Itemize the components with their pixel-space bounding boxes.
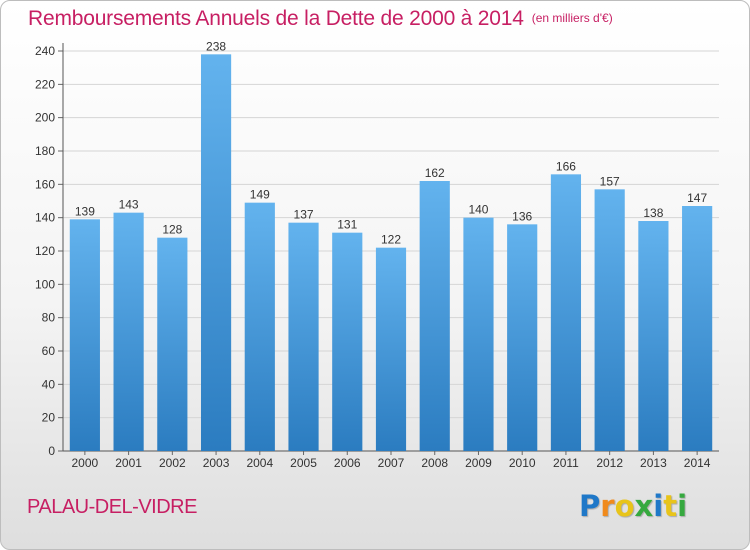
x-tick-label: 2013 (640, 456, 667, 470)
bar (594, 189, 625, 452)
proxiti-logo: Proxiti (579, 489, 687, 523)
bar (288, 222, 319, 451)
bar-value-label: 137 (294, 208, 314, 222)
bar (682, 206, 713, 451)
bar (375, 247, 407, 451)
bar-value-label: 138 (643, 206, 663, 220)
x-tick-label: 2010 (509, 456, 536, 470)
x-tick-label: 2001 (115, 456, 142, 470)
x-tick-label: 2005 (290, 456, 317, 470)
bar (113, 212, 144, 451)
town-name: PALAU-DEL-VIDRE (27, 496, 197, 518)
y-tick-label: 200 (35, 111, 55, 125)
x-tick-label: 2009 (465, 456, 492, 470)
bar (463, 217, 494, 451)
y-tick-label: 220 (35, 77, 55, 91)
x-tick-label: 2006 (334, 456, 361, 470)
y-tick-label: 80 (42, 311, 56, 325)
chart-unit-label: (en milliers d'€) (531, 11, 613, 25)
bar-value-label: 122 (381, 233, 401, 247)
x-tick-label: 2004 (246, 456, 273, 470)
logo-letter: i (653, 489, 664, 523)
x-tick-label: 2003 (203, 456, 230, 470)
y-tick-label: 20 (42, 411, 56, 425)
x-tick-label: 2011 (553, 456, 579, 470)
bar (332, 232, 363, 451)
y-tick-label: 0 (48, 444, 55, 458)
bar (157, 237, 188, 451)
bar-value-label: 162 (425, 166, 445, 180)
bar (638, 221, 669, 451)
y-tick-label: 40 (42, 377, 56, 391)
logo-letter: r (600, 489, 615, 523)
bar (419, 181, 450, 451)
bar-value-label: 147 (687, 191, 707, 205)
bar (200, 54, 232, 451)
x-tick-label: 2002 (159, 456, 186, 470)
y-tick-label: 100 (35, 277, 55, 291)
logo-letter: o (614, 489, 635, 523)
bar-value-label: 128 (162, 223, 182, 237)
bar-value-label: 139 (75, 204, 95, 218)
bar-value-label: 166 (556, 159, 576, 173)
bar-value-label: 238 (206, 39, 226, 53)
y-tick-label: 60 (42, 344, 56, 358)
x-tick-label: 2000 (72, 456, 99, 470)
bar (507, 224, 538, 451)
y-tick-label: 120 (35, 244, 55, 258)
logo-letter: P (579, 489, 601, 523)
logo-letter: x (634, 489, 654, 523)
x-tick-label: 2007 (378, 456, 405, 470)
chart-title: Remboursements Annuels de la Dette de 20… (28, 7, 613, 31)
x-tick-label: 2008 (421, 456, 448, 470)
bar (69, 219, 100, 451)
y-tick-label: 180 (35, 144, 55, 158)
y-tick-label: 160 (35, 177, 55, 191)
logo-letter: t (663, 489, 678, 523)
logo-letter: i (677, 489, 688, 523)
y-tick-label: 140 (35, 211, 55, 225)
y-tick-label: 240 (35, 44, 55, 58)
bar-value-label: 136 (512, 209, 532, 223)
x-tick-label: 2012 (596, 456, 623, 470)
chart-title-text: Remboursements Annuels de la Dette de 20… (28, 7, 524, 30)
bar (550, 174, 582, 452)
bar-value-label: 149 (250, 188, 270, 202)
bar-value-label: 157 (600, 174, 620, 188)
bar-value-label: 140 (468, 203, 488, 217)
bar-value-label: 143 (119, 198, 139, 212)
x-tick-label: 2014 (684, 456, 711, 470)
bar (244, 202, 275, 451)
bar-value-label: 131 (337, 218, 357, 232)
